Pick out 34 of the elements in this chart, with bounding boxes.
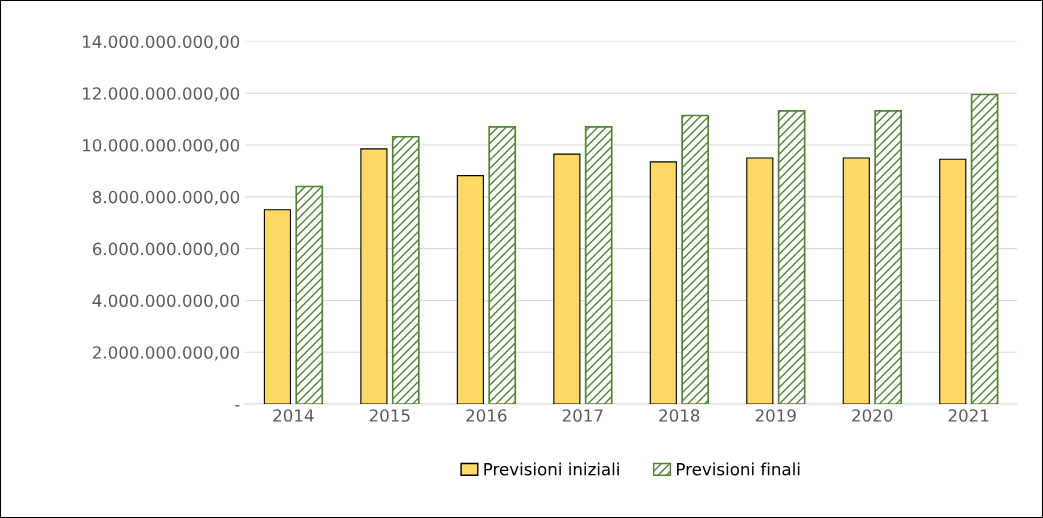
bar: [553, 153, 581, 405]
y-tick-label: -: [235, 405, 240, 407]
bar: [456, 175, 484, 405]
bar: [777, 110, 806, 405]
x-tick-label: 2017: [562, 409, 603, 422]
bar: [970, 93, 999, 405]
bar: [746, 157, 774, 405]
x-tick-label: 2016: [466, 409, 507, 422]
x-tick-label: 2020: [852, 409, 893, 422]
x-tick-label: 2021: [948, 409, 989, 422]
bar: [488, 126, 517, 405]
bar: [263, 209, 292, 405]
bar: [391, 135, 420, 405]
bar: [295, 185, 324, 405]
y-tick-label: 14.000.000.000,00: [83, 35, 240, 50]
bar: [874, 110, 902, 405]
y-tick-label: 8.000.000.000,00: [92, 190, 240, 206]
bar: [939, 158, 967, 405]
y-tick-label: 10.000.000.000,00: [83, 139, 240, 154]
bar: [842, 157, 870, 405]
x-tick-label: 2015: [369, 409, 410, 422]
x-tick-label: 2019: [755, 409, 796, 422]
bar: [360, 148, 388, 405]
bar: [584, 126, 613, 405]
bar: [649, 161, 677, 405]
x-tick-label: 2014: [273, 409, 314, 422]
x-tick-label: 2018: [659, 409, 700, 422]
y-tick-label: 12.000.000.000,00: [83, 87, 240, 102]
y-tick-label: 2.000.000.000,00: [93, 346, 240, 361]
y-tick-label: 6.000.000.000,00: [92, 242, 240, 257]
legend-label: Previsioni iniziali: [484, 462, 619, 476]
legend-label: Previsioni finali: [677, 462, 800, 476]
y-tick-label: 4.000.000.000,00: [92, 294, 240, 309]
bar: [681, 114, 710, 405]
